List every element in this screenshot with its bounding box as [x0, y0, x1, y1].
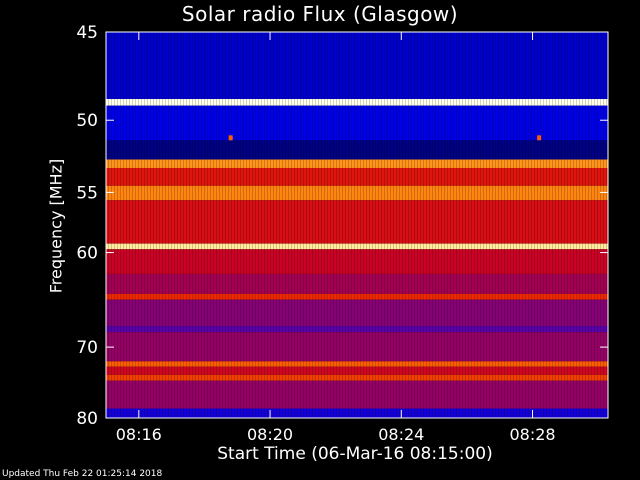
x-axis-label: Start Time (06-Mar-16 08:15:00) — [217, 444, 493, 464]
y-tick-label: 55 — [76, 183, 98, 203]
y-axis-label: Frequency [MHz] — [46, 158, 66, 294]
y-tick-label: 50 — [76, 111, 98, 131]
x-tick-label: 08:16 — [116, 425, 162, 444]
bright-spot — [537, 135, 542, 141]
chart-title: Solar radio Flux (Glasgow) — [181, 2, 459, 26]
bright-spot — [228, 135, 233, 141]
y-tick-label: 80 — [76, 409, 98, 429]
y-tick-label: 45 — [76, 23, 98, 43]
x-tick-label: 08:24 — [378, 425, 424, 444]
x-tick-label: 08:28 — [509, 425, 555, 444]
spectrogram-texture — [106, 32, 608, 418]
plot-frame — [105, 31, 609, 419]
updated-timestamp: Updated Thu Feb 22 01:25:14 2018 — [2, 469, 163, 479]
y-tick-label: 70 — [76, 338, 98, 358]
x-tick-label: 08:20 — [247, 425, 293, 444]
y-tick-label: 60 — [76, 244, 98, 264]
